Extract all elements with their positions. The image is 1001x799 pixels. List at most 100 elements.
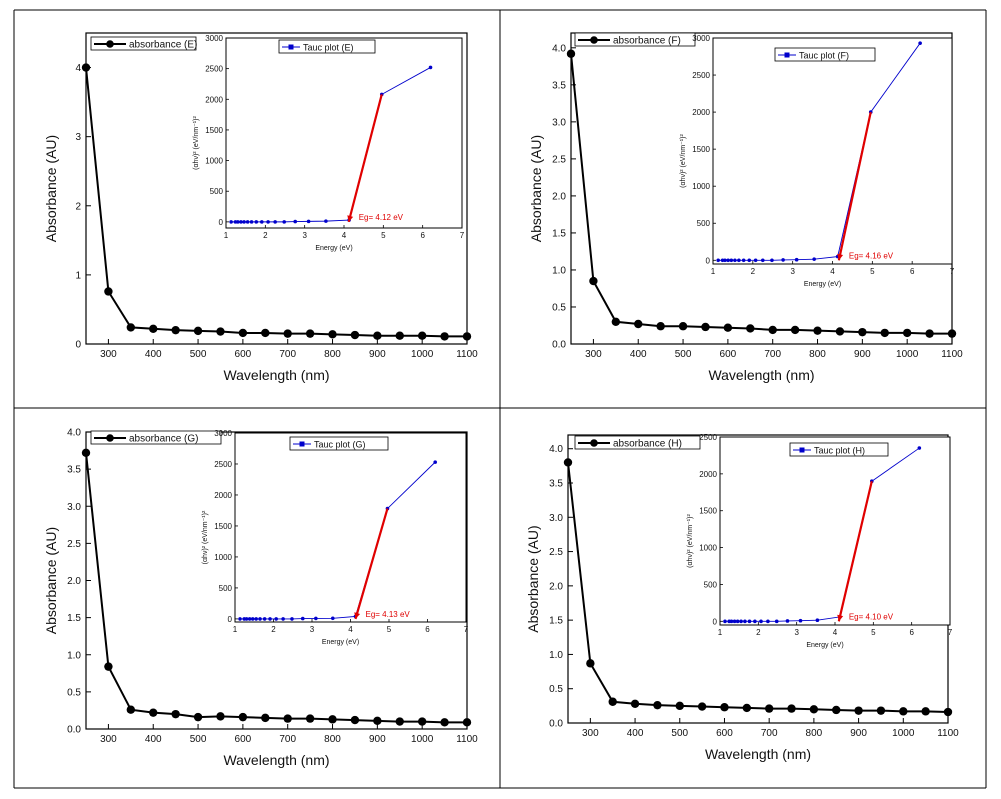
tauc-linear-fit-line [354, 508, 389, 620]
tauc-data-point [300, 616, 305, 621]
inset-x-tick-label: 3 [310, 625, 315, 634]
y-axis-title: Absorbance (AU) [528, 135, 544, 242]
y-tick-label: 0.0 [549, 719, 563, 730]
x-tick-label: 600 [720, 349, 737, 360]
inset-x-tick-label: 5 [870, 267, 875, 276]
tauc-data-point [274, 617, 278, 621]
absorbance-data-point [720, 703, 729, 712]
absorbance-data-point [238, 328, 248, 338]
band-gap-label: Eg= 4.12 eV [359, 213, 404, 222]
inset-y-tick-label: 1500 [205, 126, 223, 135]
legend-label: absorbance (H) [613, 439, 682, 450]
tauc-data-point [433, 460, 438, 464]
inset-x-axis-title: Energy (eV) [315, 245, 352, 252]
absorbance-data-point [149, 708, 158, 717]
x-tick-label: 1000 [896, 349, 919, 360]
inset-y-tick-label: 2500 [214, 460, 232, 469]
tauc-data-point [812, 257, 816, 261]
absorbance-data-point [832, 705, 841, 715]
y-tick-label: 2.0 [67, 576, 81, 587]
y-tick-label: 1.0 [549, 650, 563, 661]
tauc-data-point [249, 220, 254, 224]
tauc-data-point [282, 220, 287, 224]
tauc-data-point [753, 258, 758, 263]
absorbance-data-point [126, 323, 136, 332]
inset-y-tick-label: 500 [210, 187, 224, 196]
absorbance-data-point [809, 705, 819, 714]
inset-y-tick-label: 500 [697, 219, 711, 228]
absorbance-data-point [328, 715, 337, 724]
absorbance-data-point [764, 704, 774, 713]
absorbance-data-point [925, 329, 934, 338]
inset-y-tick-label: 500 [704, 580, 718, 589]
inset-plot-frame [719, 436, 951, 626]
absorbance-data-point [858, 327, 867, 337]
tauc-data-point [760, 258, 765, 263]
inset-legend-marker-sample [288, 44, 294, 50]
inset-x-tick-label: 4 [348, 625, 353, 634]
inset-legend-label: Tauc plot (G) [314, 440, 366, 450]
y-tick-label: 3.5 [549, 479, 563, 490]
absorbance-data-point [947, 329, 957, 338]
tauc-data-point [753, 619, 757, 624]
tauc-linear-fit-line [837, 111, 872, 261]
y-tick-label: 0.5 [67, 687, 81, 698]
y-tick-label: 1.5 [67, 613, 81, 624]
tauc-data-point [747, 258, 752, 263]
band-gap-label: Eg= 4.10 eV [849, 612, 894, 621]
x-tick-label: 700 [279, 349, 296, 360]
tauc-data-point [741, 258, 746, 263]
tauc-data-point [229, 220, 233, 224]
tauc-data-point [770, 258, 774, 263]
y-tick-label: 2.5 [67, 539, 81, 550]
absorbance-data-point [462, 718, 472, 727]
x-tick-label: 1000 [411, 734, 434, 745]
legend-box [90, 36, 197, 51]
absorbance-data-point [283, 714, 292, 723]
absorbance-data-point [440, 332, 449, 341]
tauc-data-point [324, 219, 328, 223]
y-tick-label: 4.0 [549, 444, 563, 455]
tauc-fit-arrowhead [837, 253, 844, 261]
inset-x-tick-label: 6 [910, 267, 915, 276]
inset-y-tick-label: 0 [228, 615, 233, 624]
x-tick-label: 700 [761, 728, 778, 739]
inset-plot-frame [712, 37, 953, 265]
y-tick-label: 1.5 [552, 228, 566, 239]
tauc-linear-fit-line [347, 94, 383, 223]
tauc-data-point [733, 258, 737, 263]
absorbance-data-point [742, 703, 752, 713]
absorbance-data-point [902, 328, 912, 338]
x-tick-label: 500 [675, 349, 692, 360]
x-tick-label: 300 [585, 349, 602, 360]
tauc-data-point [781, 258, 785, 262]
absorbance-data-point [653, 700, 662, 710]
tauc-data-point [330, 616, 335, 621]
inset-y-tick-label: 1000 [214, 553, 232, 562]
legend-marker-sample [106, 40, 114, 48]
x-tick-label: 500 [190, 734, 207, 745]
inset-y-tick-label: 2000 [699, 470, 717, 479]
inset-y-tick-label: 3000 [214, 429, 232, 438]
y-tick-label: 0.5 [552, 302, 566, 313]
inset-x-tick-label: 4 [342, 231, 347, 240]
tauc-data-point [428, 65, 433, 70]
x-tick-label: 900 [369, 734, 386, 745]
tauc-data-point [759, 619, 763, 624]
absorbance-data-point [813, 326, 822, 335]
tauc-data-point [247, 617, 252, 621]
legend-marker-sample [590, 439, 598, 447]
x-tick-label: 300 [582, 728, 599, 739]
absorbance-data-point [634, 319, 643, 329]
x-tick-label: 1100 [456, 349, 478, 360]
absorbance-data-point [790, 325, 800, 335]
y-tick-label: 0.5 [549, 684, 563, 695]
panel-g: 300 400 500 600 700 800 900 1000 1100 0.0 0.5 1.0 1.… [43, 428, 478, 769]
legend-marker-sample [106, 434, 114, 442]
tauc-data-point [917, 446, 922, 450]
x-tick-label: 1100 [456, 734, 478, 745]
panel-f: 300 400 500 600 700 800 900 1000 1100 0.0 0.5 1.0 1.… [528, 32, 963, 383]
inset-y-tick-label: 2500 [205, 65, 223, 74]
absorbance-data-point [373, 331, 382, 340]
tauc-data-point [737, 258, 741, 263]
